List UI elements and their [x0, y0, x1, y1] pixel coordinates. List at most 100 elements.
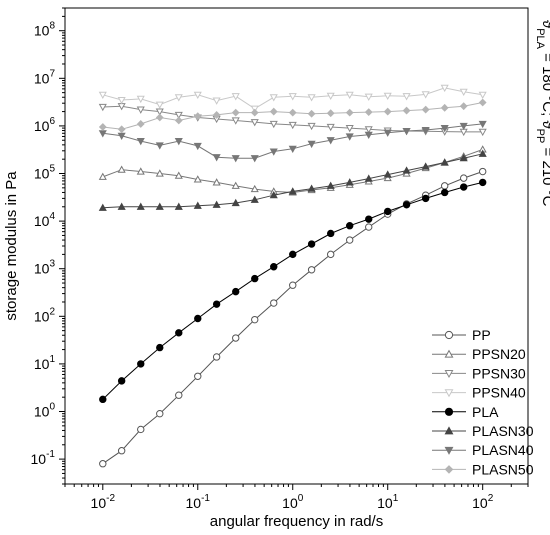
data-point-ppsn30 — [269, 120, 278, 129]
data-point-plasn50 — [459, 102, 468, 111]
data-point-pla — [117, 377, 126, 385]
data-point-pp — [156, 409, 164, 418]
data-point-pp — [117, 447, 126, 455]
legend-entry-pla: PLA — [432, 404, 499, 420]
legend-entry-plasn40: PLASN40 — [432, 442, 534, 458]
legend-label: PP — [472, 327, 491, 343]
data-point-pla — [346, 222, 354, 230]
data-point-pla — [270, 263, 278, 271]
series-line-pla — [102, 181, 483, 400]
data-point-ppsn20 — [136, 167, 145, 175]
data-point-ppsn40 — [117, 96, 126, 105]
x-tick-label: 100 — [282, 493, 304, 511]
data-point-ppsn40 — [478, 91, 487, 100]
data-point-plasn30 — [478, 149, 487, 157]
data-point-ppsn40 — [98, 91, 107, 100]
data-point-plasn30 — [212, 200, 221, 208]
x-tick-label: 10-2 — [91, 493, 116, 511]
chart-series — [98, 84, 487, 468]
data-point-plasn30 — [440, 158, 449, 166]
data-point-pp — [270, 299, 278, 307]
data-point-plasn40 — [364, 131, 373, 140]
data-point-ppsn30 — [174, 111, 183, 120]
data-point-plasn40 — [155, 142, 164, 150]
data-point-plasn40 — [174, 138, 183, 146]
x-tick-label: 10-1 — [186, 493, 211, 511]
data-point-plasn30 — [174, 202, 183, 210]
data-point-plasn30 — [269, 190, 278, 199]
data-point-ppsn30 — [345, 125, 354, 133]
data-point-plasn50 — [269, 107, 278, 116]
y-tick-label: 103 — [34, 259, 56, 277]
data-point-plasn40 — [117, 132, 126, 141]
temperature-annotation: ϑPLA = 180 °C; ϑPP = 210 °C — [534, 20, 550, 207]
data-point-pla — [307, 240, 316, 248]
legend-marker — [444, 370, 454, 379]
data-point-plasn30 — [98, 203, 107, 211]
chart-axes: 10-2 10-1 100 101 102 10-1 100 101 102 103 104 105 1… — [31, 7, 529, 511]
data-point-plasn40 — [345, 133, 354, 141]
data-point-pp — [326, 250, 335, 259]
data-point-plasn50 — [345, 108, 354, 117]
annotation-mid: = 180 °C; — [539, 49, 550, 120]
legend-entry-ppsn40: PPSN40 — [432, 385, 526, 401]
data-point-plasn50 — [155, 113, 164, 122]
legend-marker — [444, 446, 454, 455]
data-point-pla — [421, 194, 430, 203]
data-point-pp — [365, 223, 373, 231]
data-point-plasn40 — [212, 154, 221, 162]
legend-marker — [444, 407, 454, 416]
data-point-pp — [478, 167, 487, 176]
legend-label: PLASN50 — [472, 461, 534, 477]
data-point-plasn30 — [136, 202, 145, 210]
y-axis-label: storage modulus in Pa — [3, 171, 20, 321]
data-point-ppsn40 — [269, 94, 278, 102]
data-point-plasn40 — [459, 122, 468, 131]
data-point-plasn30 — [193, 201, 202, 209]
data-point-plasn50 — [402, 106, 411, 115]
data-point-ppsn40 — [345, 91, 354, 100]
annotation-sub-pp: PP — [534, 129, 546, 144]
data-point-plasn30 — [345, 178, 354, 186]
data-point-ppsn20 — [193, 175, 202, 183]
data-point-ppsn30 — [288, 121, 297, 130]
data-point-pla — [459, 183, 468, 191]
series-line-pp — [102, 171, 483, 465]
data-point-ppsn30 — [136, 106, 145, 114]
data-point-ppsn30 — [364, 126, 373, 134]
data-point-plasn50 — [117, 125, 126, 134]
data-point-plasn30 — [364, 174, 373, 182]
data-point-pla — [326, 229, 335, 238]
data-point-ppsn40 — [402, 93, 411, 101]
data-point-ppsn40 — [212, 97, 221, 105]
series-plasn40 — [98, 120, 487, 163]
legend-label: PLA — [472, 404, 499, 420]
data-point-pla — [99, 395, 107, 404]
data-point-plasn30 — [288, 187, 297, 195]
legend-marker — [444, 389, 454, 398]
y-tick-label: 101 — [34, 354, 56, 372]
data-point-plasn50 — [421, 105, 430, 114]
data-point-plasn50 — [98, 123, 107, 131]
data-point-plasn30 — [326, 181, 335, 189]
data-point-ppsn20 — [174, 171, 183, 179]
data-point-ppsn40 — [307, 94, 316, 102]
chart-plot-area — [64, 7, 529, 485]
chart-legend: PP PPSN20 PPSN30 PPSN40 PLA PLASN30 PLASN40 PLA… — [432, 327, 534, 477]
data-point-plasn30 — [250, 195, 259, 203]
data-point-plasn30 — [383, 170, 392, 178]
data-point-plasn50 — [383, 107, 392, 116]
y-tick-label: 102 — [34, 306, 56, 324]
data-point-plasn40 — [307, 140, 316, 149]
x-tick-label: 101 — [377, 493, 399, 511]
legend-label: PLASN30 — [472, 423, 534, 439]
data-point-pp — [346, 236, 354, 244]
x-tick-label: 102 — [472, 493, 494, 511]
legend-entry-plasn30: PLASN30 — [432, 423, 534, 439]
data-point-plasn30 — [231, 198, 240, 207]
data-point-ppsn40 — [383, 92, 392, 100]
data-point-pp — [307, 266, 316, 274]
data-point-pp — [289, 281, 297, 289]
data-point-ppsn40 — [174, 94, 183, 102]
data-point-ppsn40 — [364, 93, 373, 101]
